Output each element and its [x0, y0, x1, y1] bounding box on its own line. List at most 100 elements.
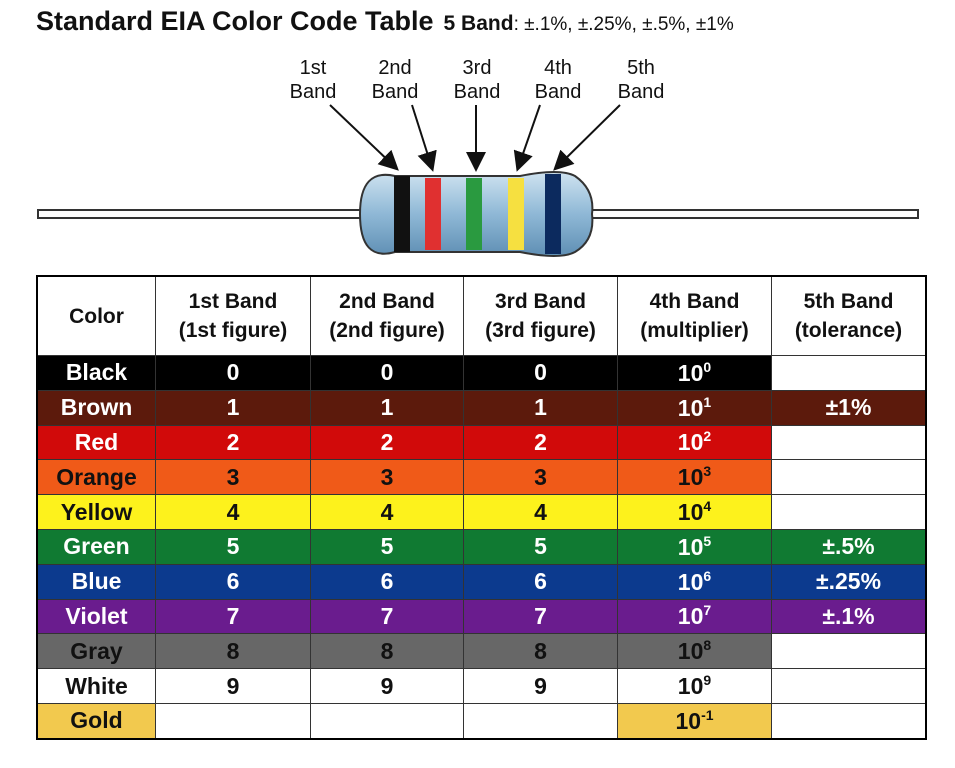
tolerance-cell	[771, 633, 927, 670]
header-line: Color	[69, 304, 124, 328]
figure-cell	[155, 702, 311, 740]
tolerance-cell: ±1%	[771, 389, 927, 426]
band	[466, 178, 482, 250]
multiplier-cell: 109	[617, 668, 772, 704]
band-label-line: Band	[453, 81, 501, 103]
figure-cell: 9	[310, 668, 464, 704]
band	[508, 178, 524, 250]
band	[545, 174, 561, 254]
header-cell: Color	[36, 275, 156, 356]
multiplier-cell: 103	[617, 459, 772, 496]
color-name: Yellow	[36, 494, 156, 530]
header-cell: 3rd Band (3rd figure)	[463, 275, 618, 356]
band	[425, 178, 441, 250]
multiplier-cell: 107	[617, 598, 772, 635]
table-row: Gray 8 8 8 108	[36, 633, 927, 670]
multiplier-base: 10	[677, 394, 704, 421]
header-line: 1st Band	[188, 290, 278, 313]
figure-cell: 9	[463, 668, 618, 704]
header-row: Color 1st Band (1st figure) 2nd Band (2nd fi…	[36, 275, 927, 356]
title: Standard EIA Color Code Table	[36, 6, 434, 36]
multiplier-base: 10	[677, 603, 704, 630]
band-label: 5th Band	[606, 56, 676, 104]
band-label-line: Band	[289, 81, 337, 103]
color-name: Red	[36, 424, 156, 461]
header-line: (3rd figure)	[485, 319, 596, 342]
table-row: Green 5 5 5 105 ±.5%	[36, 528, 927, 565]
color-name: Blue	[36, 563, 156, 600]
color-name: Orange	[36, 459, 156, 496]
multiplier-cell: 106	[617, 563, 772, 600]
multiplier-exponent: 8	[703, 637, 712, 654]
figure-cell: 5	[155, 528, 311, 565]
figure-cell	[463, 702, 618, 740]
multiplier-base: 10	[675, 707, 702, 734]
figure-cell: 3	[463, 459, 618, 496]
figure-cell: 2	[310, 424, 464, 461]
multiplier-base: 10	[677, 429, 704, 456]
figure-cell: 8	[155, 633, 311, 670]
header-cell: 1st Band (1st figure)	[155, 275, 311, 356]
figure-cell: 0	[310, 355, 464, 391]
multiplier-exponent: 2	[703, 428, 712, 445]
title-block: Standard EIA Color Code Table 5 Band: ±.1…	[36, 6, 734, 37]
figure-cell: 7	[155, 598, 311, 635]
figure-cell: 8	[463, 633, 618, 670]
figure-cell: 9	[155, 668, 311, 704]
header-cell: 4th Band (multiplier)	[617, 275, 772, 356]
figure-cell: 4	[310, 494, 464, 530]
header-cell: 5th Band (tolerance)	[771, 275, 927, 356]
figure-cell: 1	[463, 389, 618, 426]
header-line: (1st figure)	[178, 319, 288, 342]
table-row: Black 0 0 0 100	[36, 355, 927, 391]
color-name: Gold	[36, 702, 156, 740]
color-name: White	[36, 668, 156, 704]
figure-cell: 7	[463, 598, 618, 635]
band-label: 1st Band	[278, 56, 348, 104]
figure-cell: 0	[155, 355, 311, 391]
band-label-line: 1st	[299, 57, 327, 79]
multiplier-exponent: 1	[703, 393, 712, 410]
color-name: Violet	[36, 598, 156, 635]
multiplier-cell: 104	[617, 494, 772, 530]
multiplier-cell: 10-1	[617, 702, 772, 740]
header-line: (tolerance)	[794, 319, 903, 342]
figure-cell: 3	[310, 459, 464, 496]
multiplier-exponent: 4	[703, 498, 712, 515]
band-label: 4th Band	[523, 56, 593, 104]
figure-cell: 1	[310, 389, 464, 426]
multiplier-base: 10	[677, 499, 704, 526]
arrows	[329, 104, 621, 172]
multiplier-exponent: 3	[703, 463, 712, 480]
multiplier-base: 10	[677, 638, 704, 665]
multiplier-base: 10	[677, 673, 704, 700]
multiplier-base: 10	[677, 359, 704, 386]
band-label-line: Band	[617, 81, 665, 103]
color-name: Green	[36, 528, 156, 565]
multiplier-base: 10	[677, 464, 704, 491]
figure-cell	[310, 702, 464, 740]
figure-cell: 4	[463, 494, 618, 530]
tolerance-cell: ±.25%	[771, 563, 927, 600]
multiplier-base: 10	[677, 533, 704, 560]
tolerance-cell	[771, 424, 927, 461]
figure-cell: 4	[155, 494, 311, 530]
figure-cell: 5	[310, 528, 464, 565]
band-label-line: 3rd	[462, 57, 492, 79]
table-row: Yellow 4 4 4 104	[36, 494, 927, 530]
multiplier-exponent: 9	[703, 672, 712, 689]
band-label-line: Band	[534, 81, 582, 103]
multiplier-exponent: 0	[703, 358, 712, 375]
subtitle-tolerances: : ±.1%, ±.25%, ±.5%, ±1%	[513, 14, 734, 35]
header-line: 2nd Band	[339, 290, 435, 313]
figure-cell: 5	[463, 528, 618, 565]
figure-cell: 0	[463, 355, 618, 391]
color-name: Gray	[36, 633, 156, 670]
table-row: Blue 6 6 6 106 ±.25%	[36, 563, 927, 600]
band-label-line: 2nd	[378, 57, 412, 79]
multiplier-exponent: 6	[703, 567, 712, 584]
tolerance-cell: ±.1%	[771, 598, 927, 635]
color-name: Brown	[36, 389, 156, 426]
figure-cell: 6	[463, 563, 618, 600]
